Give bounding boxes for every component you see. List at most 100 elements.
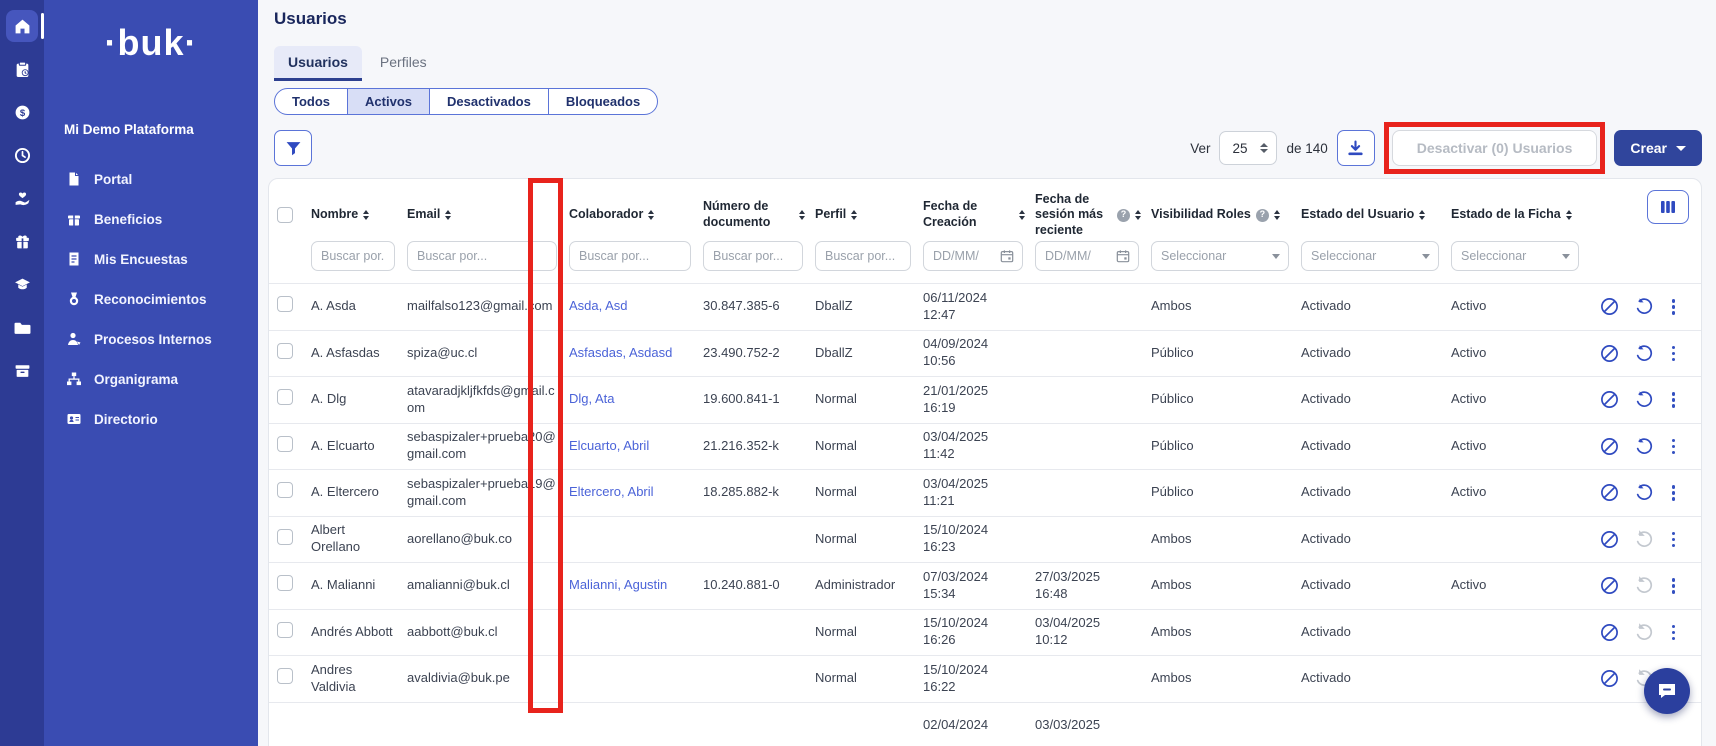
filter-todos[interactable]: Todos [275,89,347,114]
sidebar-item-beneficios[interactable]: Beneficios [44,199,258,239]
cell-colaborador-link[interactable]: Asda, Asd [569,298,703,315]
col-colaborador[interactable]: Colaborador [569,207,703,223]
col-nombre[interactable]: Nombre [311,207,407,223]
row-checkbox[interactable] [277,529,293,545]
estado-usuario-select[interactable]: Seleccionar [1301,241,1439,271]
filter-bloqueados[interactable]: Bloqueados [548,89,657,114]
deactivate-user-icon[interactable] [1600,390,1619,409]
filter-desactivados[interactable]: Desactivados [429,89,548,114]
col-documento[interactable]: Número de documento [703,199,815,230]
reset-icon[interactable] [1634,344,1653,363]
fecha-sesion-date-input[interactable]: DD/MM/ [1035,241,1139,271]
tab-perfiles[interactable]: Perfiles [366,46,441,81]
cell-visibilidad: Ambos [1151,670,1301,687]
row-menu-icon[interactable] [1668,390,1680,410]
directory-card-icon [66,411,82,427]
table-row: A. Asfasdas spiza@uc.cl Asfasdas, Asdasd… [269,330,1701,377]
row-checkbox[interactable] [277,343,293,359]
cell-colaborador-link[interactable]: Elcuarto, Abril [569,438,703,455]
sort-icon [1019,210,1025,220]
col-email[interactable]: Email [407,207,569,223]
search-colaborador-input[interactable] [569,241,691,271]
clock-icon[interactable] [6,139,38,171]
deactivate-users-button[interactable]: Desactivar (0) Usuarios [1392,130,1598,166]
sidebar-item-directorio[interactable]: Directorio [44,399,258,439]
col-estado-usuario[interactable]: Estado del Usuario [1301,207,1451,223]
archive-icon[interactable] [6,354,38,386]
row-menu-icon[interactable] [1668,437,1680,457]
row-menu-icon[interactable] [1668,623,1680,643]
col-fecha-creacion[interactable]: Fecha de Creación [923,199,1035,230]
clipboard-clock-icon[interactable] [6,53,38,85]
visibilidad-select[interactable]: Seleccionar [1151,241,1289,271]
home-icon[interactable] [6,10,38,42]
sidebar-item-reconocimientos[interactable]: Reconocimientos [44,279,258,319]
reset-icon[interactable] [1634,483,1653,502]
deactivate-user-icon[interactable] [1600,530,1619,549]
reset-icon[interactable] [1634,297,1653,316]
row-menu-icon[interactable] [1668,530,1680,550]
cell-colaborador-link[interactable]: Eltercero, Abril [569,484,703,501]
sidebar-item-organigrama[interactable]: Organigrama [44,359,258,399]
row-menu-icon[interactable] [1668,297,1680,317]
row-checkbox[interactable] [277,482,293,498]
deactivate-user-icon[interactable] [1600,297,1619,316]
estado-ficha-select[interactable]: Seleccionar [1451,241,1579,271]
deactivate-user-icon[interactable] [1600,437,1619,456]
reset-icon[interactable] [1634,530,1653,549]
cell-email: aabbott@buk.cl [407,624,569,641]
sidebar-item-mis-encuestas[interactable]: Mis Encuestas [44,239,258,279]
row-menu-icon[interactable] [1668,483,1680,503]
folder-icon[interactable] [6,311,38,343]
deactivate-user-icon[interactable] [1600,576,1619,595]
col-fecha-sesion[interactable]: Fecha de sesión más reciente? [1035,192,1151,239]
cell-documento: 10.240.881-0 [703,577,815,594]
row-checkbox[interactable] [277,622,293,638]
money-icon[interactable]: $ [6,96,38,128]
reset-icon[interactable] [1634,576,1653,595]
row-checkbox[interactable] [277,436,293,452]
row-menu-icon[interactable] [1668,344,1680,364]
row-checkbox[interactable] [277,389,293,405]
filter-funnel-button[interactable] [274,130,312,166]
deactivate-user-icon[interactable] [1600,669,1619,688]
col-visibilidad[interactable]: Visibilidad Roles? [1151,207,1301,223]
fecha-creacion-date-input[interactable]: DD/MM/ [923,241,1023,271]
col-estado-ficha[interactable]: Estado de la Ficha [1451,207,1591,223]
search-perfil-input[interactable] [815,241,911,271]
row-checkbox[interactable] [277,668,293,684]
reset-icon[interactable] [1634,623,1653,642]
download-button[interactable] [1337,130,1375,166]
cell-estado-usuario: Activado [1301,484,1451,501]
row-checkbox[interactable] [277,296,293,312]
select-all-checkbox[interactable] [277,207,293,223]
reset-icon[interactable] [1634,437,1653,456]
chat-bubble-button[interactable] [1644,668,1690,714]
deactivate-user-icon[interactable] [1600,344,1619,363]
deactivate-user-icon[interactable] [1600,623,1619,642]
cell-colaborador-link[interactable]: Malianni, Agustin [569,577,703,594]
search-documento-input[interactable] [703,241,803,271]
create-button[interactable]: Crear [1614,130,1702,166]
filter-activos[interactable]: Activos [347,89,429,114]
search-email-input[interactable] [407,241,557,271]
table-row: A. Elcuarto sebaspizaler+prueba20@gmail.… [269,423,1701,470]
sidebar-item-procesos-internos[interactable]: Procesos Internos [44,319,258,359]
row-checkbox[interactable] [277,575,293,591]
search-nombre-input[interactable] [311,241,395,271]
column-settings-button[interactable] [1647,190,1689,224]
page-size-select[interactable]: 25 [1219,131,1277,165]
reset-icon[interactable] [1634,390,1653,409]
education-icon[interactable] [6,268,38,300]
cell-colaborador-link[interactable]: Dlg, Ata [569,391,703,408]
cell-nombre: A. Eltercero [311,484,407,501]
gift-icon[interactable] [6,225,38,257]
tab-usuarios[interactable]: Usuarios [274,46,362,81]
cell-colaborador-link[interactable]: Asfasdas, Asdasd [569,345,703,362]
cell-estado-usuario: Activado [1301,391,1451,408]
col-perfil[interactable]: Perfil [815,207,923,223]
hand-heart-icon[interactable] [6,182,38,214]
sidebar-item-portal[interactable]: Portal [44,159,258,199]
row-menu-icon[interactable] [1668,576,1680,596]
deactivate-user-icon[interactable] [1600,483,1619,502]
